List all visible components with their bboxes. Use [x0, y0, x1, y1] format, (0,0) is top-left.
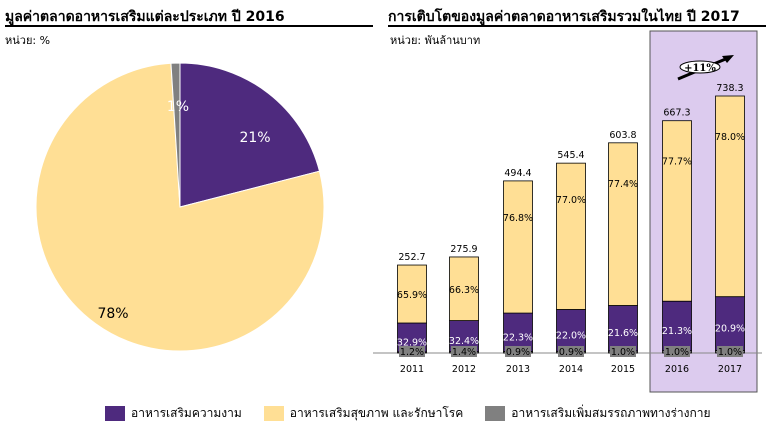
gray-label-bg — [610, 346, 636, 357]
bar-label: 22.0% — [556, 330, 586, 341]
bar-label: 1.2% — [400, 347, 424, 358]
bar-label: 1.0% — [718, 347, 742, 358]
bar-label: 76.8% — [503, 213, 533, 224]
legend-label: อาหารเสริมสุขภาพ และรักษาโรค — [289, 406, 464, 420]
legend-label: อาหารเสริมความงาม — [131, 406, 242, 420]
gray-label-bg — [451, 346, 477, 357]
legend-item-health: อาหารเสริมสุขภาพ และรักษาโรค — [263, 404, 464, 423]
pie-unit: หน่วย: % — [5, 34, 51, 47]
total-label: 252.7 — [398, 252, 425, 263]
growth-label: +11% — [684, 63, 716, 74]
bar-segment — [662, 120, 692, 302]
legend-swatch — [263, 406, 284, 421]
legend-item-beauty: อาหารเสริมความงาม — [105, 404, 242, 423]
bar-label: 0.9% — [506, 347, 530, 358]
bar-segment — [556, 162, 586, 310]
bar-label: 20.9% — [715, 324, 745, 335]
bar-label: 22.3% — [503, 332, 533, 343]
legend-swatch — [105, 406, 125, 421]
x-tick-label: 2016 — [665, 364, 689, 375]
bar-label: 1.4% — [452, 347, 476, 358]
legend-item-performance: อาหารเสริมเพิ่มสมรรถภาพทางร่างกาย — [485, 404, 711, 423]
bar-segment — [556, 309, 586, 352]
bar-segment — [715, 296, 745, 351]
x-tick-label: 2017 — [718, 364, 742, 375]
bar-label: 1.0% — [665, 347, 689, 358]
x-tick-label: 2012 — [452, 364, 476, 375]
bar-label: 32.9% — [397, 337, 427, 348]
pie-label: 21% — [239, 130, 270, 146]
total-label: 667.3 — [663, 108, 690, 119]
x-tick-label: 2011 — [400, 364, 424, 375]
bar-segment — [608, 305, 638, 352]
x-tick-label: 2015 — [611, 364, 635, 375]
bar-segment — [608, 142, 638, 306]
total-label: 275.9 — [450, 244, 477, 255]
bar-segment — [449, 256, 479, 321]
bar-label: 32.4% — [449, 336, 479, 347]
x-tick-label: 2013 — [506, 364, 530, 375]
bar-segment — [662, 300, 692, 352]
arrow-head-icon — [722, 55, 734, 63]
bar-segment — [397, 264, 427, 324]
total-label: 545.4 — [557, 150, 584, 161]
bar-label: 21.3% — [662, 326, 692, 337]
total-label: 494.4 — [504, 168, 531, 179]
growth-badge — [679, 60, 721, 74]
bar-label: 77.4% — [608, 179, 638, 190]
pie-label: 1% — [167, 99, 189, 115]
bar-title: การเติบโตของมูลค่าตลาดอาหารเสริมรวมในไทย… — [388, 9, 740, 25]
divider — [388, 25, 766, 27]
bar-label: 0.9% — [559, 347, 583, 358]
bar-label: 1.0% — [611, 347, 635, 358]
bar-label: 21.6% — [608, 328, 638, 339]
bar-label: 66.3% — [449, 285, 479, 296]
bar-label: 65.9% — [397, 290, 427, 301]
total-label: 603.8 — [609, 130, 636, 141]
bar-label: 78.0% — [715, 132, 745, 143]
gray-label-bg — [558, 346, 584, 357]
legend-label: อาหารเสริมเพิ่มสมรรถภาพทางร่างกาย — [511, 406, 711, 420]
pie-slice — [170, 62, 181, 208]
pie-slice — [179, 62, 321, 208]
bar-label: 77.7% — [662, 157, 692, 168]
gray-label-bg — [717, 346, 743, 357]
legend-swatch — [485, 406, 506, 421]
gray-label-bg — [399, 346, 425, 357]
bar-segment — [503, 180, 533, 314]
pie-label: 78% — [97, 306, 128, 322]
pie-title: มูลค่าตลาดอาหารเสริมแต่ละประเภท ปี 2016 — [5, 9, 285, 25]
total-label: 738.3 — [716, 83, 743, 94]
x-tick-label: 2014 — [559, 364, 583, 375]
pie-slice — [35, 62, 325, 352]
gray-label-bg — [664, 346, 690, 357]
bar-unit: หน่วย: พันล้านบาท — [390, 34, 481, 47]
bar-label: 77.0% — [556, 195, 586, 206]
legend: อาหารเสริมความงาม อาหารเสริมสุขภาพ และรั… — [105, 404, 711, 423]
bar-segment — [715, 95, 745, 298]
gray-label-bg — [505, 346, 531, 357]
divider — [5, 25, 373, 27]
